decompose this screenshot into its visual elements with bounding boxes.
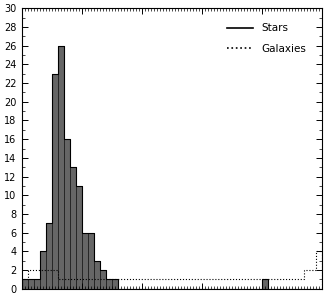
Bar — [94, 261, 100, 289]
Bar — [27, 280, 34, 289]
Bar — [69, 167, 76, 289]
Bar — [64, 139, 69, 289]
Legend: Stars, Galaxies: Stars, Galaxies — [223, 19, 311, 58]
Bar — [88, 233, 94, 289]
Bar — [82, 233, 88, 289]
Bar — [52, 74, 58, 289]
Bar — [22, 280, 27, 289]
Bar — [39, 251, 46, 289]
Bar — [46, 223, 52, 289]
Bar — [262, 280, 268, 289]
Bar — [34, 280, 39, 289]
Bar — [106, 280, 111, 289]
Bar — [58, 45, 64, 289]
Bar — [100, 270, 106, 289]
Bar — [111, 280, 118, 289]
Bar — [76, 186, 82, 289]
